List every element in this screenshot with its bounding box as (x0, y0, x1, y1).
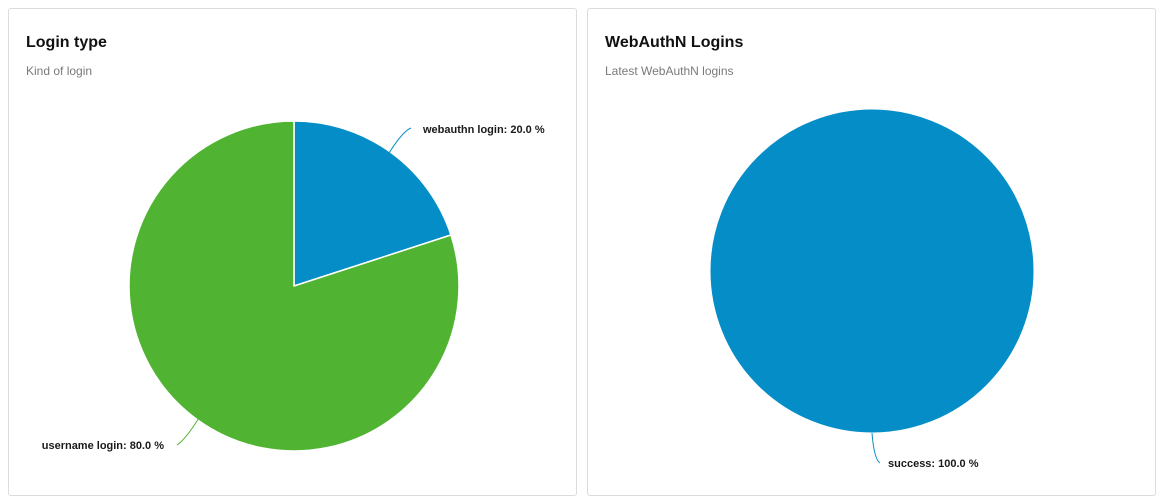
chart-subtitle: Latest WebAuthN logins (605, 64, 734, 78)
login-type-card: Login type Kind of login webauthn login:… (8, 8, 577, 496)
label-connector (388, 127, 412, 154)
label-connector (176, 417, 200, 446)
pie-slice-label: success: 100.0 % (888, 458, 979, 470)
pie-slice-success[interactable] (709, 108, 1035, 434)
chart-title: Login type (26, 34, 107, 51)
chart-subtitle: Kind of login (26, 64, 93, 78)
chart-title: WebAuthN Logins (605, 34, 744, 51)
login-type-pie-chart: webauthn login: 20.0 % username login: 80… (42, 120, 545, 452)
webauthn-logins-pie-chart: success: 100.0 % (709, 108, 1035, 470)
pie-slice-label: username login: 80.0 % (42, 440, 164, 452)
pie-slice-label: webauthn login: 20.0 % (422, 124, 545, 136)
pie-slice-webauthn-login[interactable] (293, 120, 452, 287)
label-connector (871, 432, 881, 464)
pie-slice-username-login[interactable] (128, 120, 460, 452)
webauthn-logins-card: WebAuthN Logins Latest WebAuthN logins s… (587, 8, 1156, 496)
